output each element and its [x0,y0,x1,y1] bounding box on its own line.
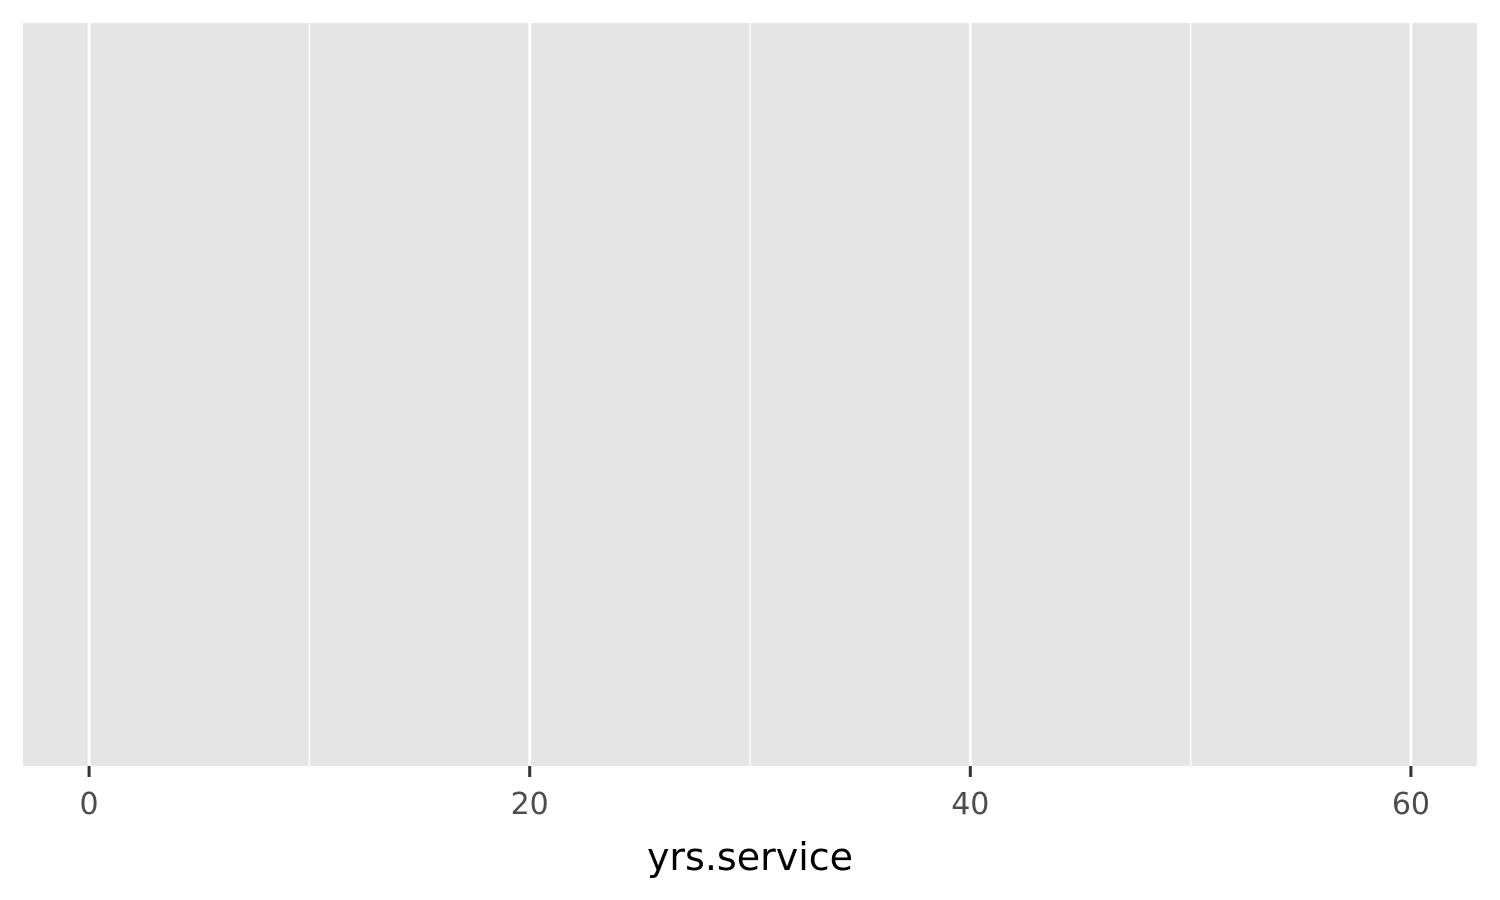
x-tick-label: 0 [80,787,99,822]
major-gridlines [87,23,1413,766]
x-axis: 0 20 40 60 [80,766,1430,822]
minor-gridlines [308,23,1192,766]
x-tick-label: 40 [951,787,989,822]
x-tick-label: 20 [511,787,549,822]
x-axis-title: yrs.service [647,835,853,879]
x-tick-label: 60 [1392,787,1430,822]
